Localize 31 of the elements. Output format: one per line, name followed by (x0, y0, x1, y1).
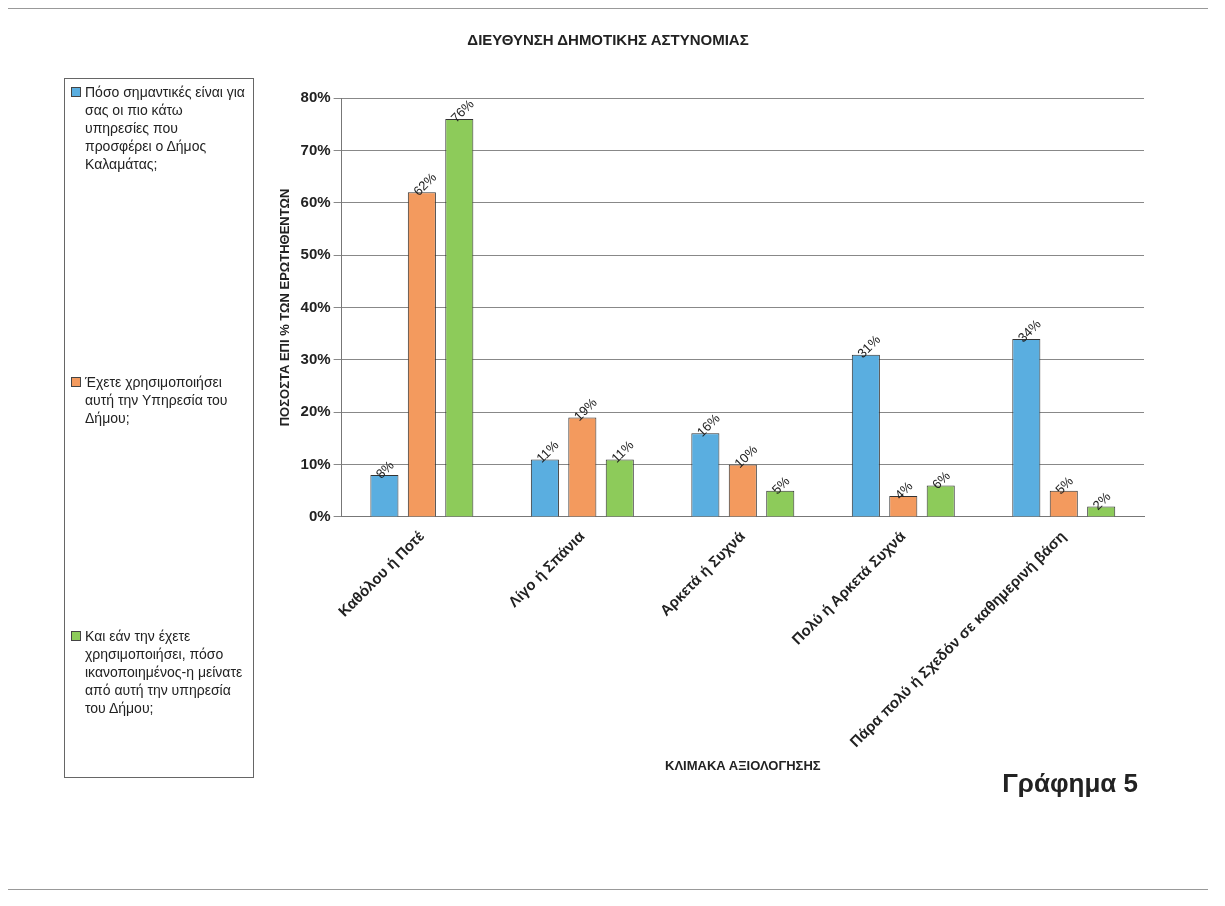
legend-label: Έχετε χρησιμοποιήσει αυτή την Υπηρεσία του Δήμου; (85, 373, 229, 427)
data-label: 6% (929, 467, 954, 492)
y-tick-label: 40% (300, 297, 331, 315)
y-tick-label: 50% (300, 245, 331, 263)
data-label: 16% (693, 410, 724, 440)
data-label: 11% (533, 437, 562, 466)
data-label: 5% (768, 472, 793, 498)
legend-label: Πόσο σημαντικές είναι για σας οι πιο κάτω υπηρεσίες που προσφέρει ο Δήμος Καλαμάτας; (85, 83, 246, 173)
y-tick-label: 30% (300, 350, 331, 368)
chart-title: ΔΙΕΥΘΥΝΣΗ ΔΗΜΟΤΙΚΗΣ ΑΣΤΥΝΟΜΙΑΣ (466, 30, 750, 50)
data-label: 8% (372, 457, 398, 482)
data-label: 31% (854, 331, 884, 361)
y-tick-label: 80% (300, 88, 331, 106)
y-tick-label: 60% (300, 192, 331, 210)
y-axis-title: ΠΟΣΟΣΤΑ ΕΠΙ % ΤΩΝ ΕΡΩΤΗΘΕΝΤΩΝ (277, 188, 293, 427)
data-label: 2% (1089, 488, 1114, 513)
text: Γράφημα 5 (1002, 768, 1138, 799)
data-label: 62% (410, 169, 440, 199)
data-label: 4% (891, 478, 916, 503)
x-axis-title: ΚΛΙΜΑΚΑ ΑΞΙΟΛΟΓΗΣΗΣ (665, 757, 821, 773)
data-label: 34% (1014, 315, 1045, 346)
y-tick-label: 0% (308, 507, 331, 525)
legend-label: Και εάν την έχετε χρησιμοποιήσει, πόσο ικανοποιημένος-η μείνατε από αυτή την υπηρεσία του Δήμου; (85, 627, 244, 717)
y-tick-label: 70% (300, 140, 331, 158)
y-tick-label: 20% (300, 402, 331, 420)
y-tick-label: 10% (300, 454, 331, 472)
data-label: 76% (447, 95, 478, 126)
data-label: 11% (608, 437, 637, 466)
data-label: 10% (731, 441, 761, 471)
data-label: 5% (1052, 472, 1077, 498)
data-label: 19% (570, 394, 601, 424)
